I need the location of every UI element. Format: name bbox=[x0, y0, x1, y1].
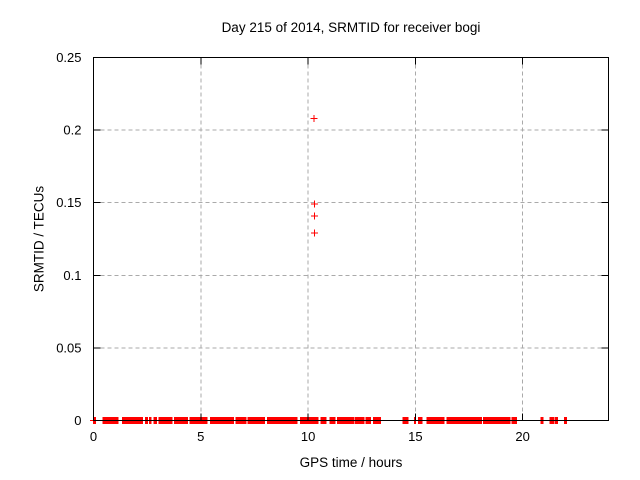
y-tick-label: 0.15 bbox=[56, 195, 81, 210]
y-tick-label: 0.1 bbox=[63, 268, 81, 283]
chart-title: Day 215 of 2014, SRMTID for receiver bog… bbox=[221, 20, 481, 35]
x-tick-label: 20 bbox=[515, 429, 529, 444]
y-tick-label: 0 bbox=[74, 413, 81, 428]
x-tick-label: 15 bbox=[408, 429, 422, 444]
data-points-outliers bbox=[310, 114, 319, 237]
y-tick-label: 0.05 bbox=[56, 340, 81, 355]
y-tick-label: 0.2 bbox=[63, 123, 81, 138]
x-tick-label: 10 bbox=[301, 429, 315, 444]
x-tick-label: 5 bbox=[197, 429, 204, 444]
tick-labels: 0 5 10 15 20 0 0.05 0.1 0.15 0.2 0.25 bbox=[56, 50, 530, 444]
plot-frame bbox=[93, 57, 609, 421]
x-tick-label: 0 bbox=[90, 429, 97, 444]
y-tick-label: 0.25 bbox=[56, 50, 81, 65]
axis-ticks bbox=[93, 57, 609, 421]
x-axis-label: GPS time / hours bbox=[299, 455, 403, 470]
grid-lines bbox=[93, 57, 609, 421]
